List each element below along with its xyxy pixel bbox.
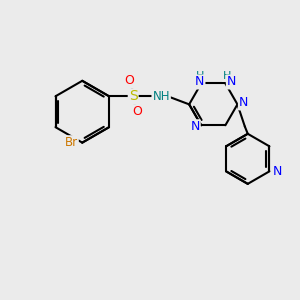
Text: N: N bbox=[239, 96, 248, 110]
Text: N: N bbox=[190, 120, 200, 133]
Text: O: O bbox=[132, 105, 142, 118]
Text: N: N bbox=[227, 76, 236, 88]
Text: NH: NH bbox=[152, 90, 170, 103]
Text: H: H bbox=[196, 71, 204, 81]
Text: N: N bbox=[273, 165, 282, 178]
Text: O: O bbox=[125, 74, 135, 88]
Text: S: S bbox=[129, 89, 138, 103]
Text: H: H bbox=[223, 71, 231, 81]
Text: Br: Br bbox=[65, 136, 78, 149]
Text: N: N bbox=[195, 76, 204, 88]
